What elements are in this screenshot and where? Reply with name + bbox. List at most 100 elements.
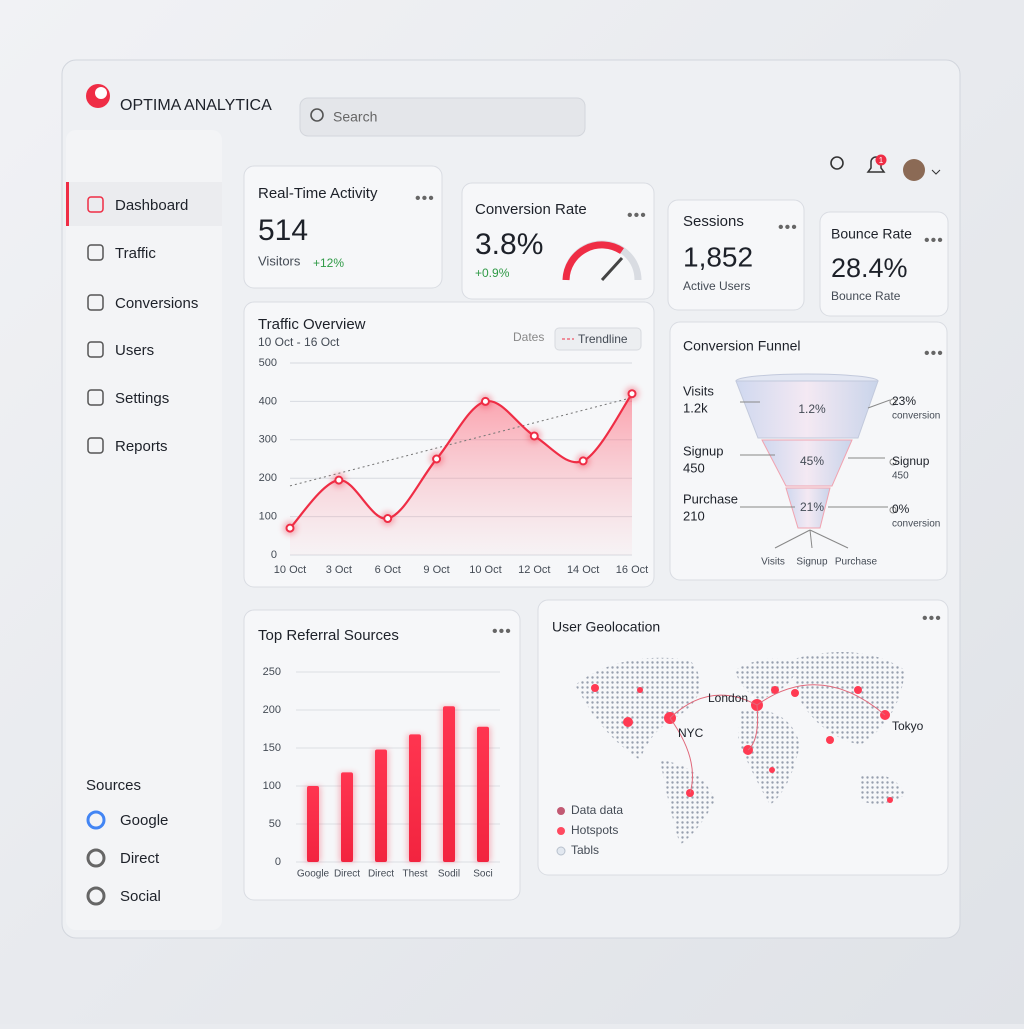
funnel-stage-name: Signup: [683, 443, 723, 458]
source-label[interactable]: Social: [120, 888, 161, 905]
kpi-value: 3.8%: [475, 228, 543, 261]
funnel-stage-value: 210: [683, 508, 705, 523]
search-icon: [310, 108, 324, 122]
x-tick-label: Soci: [473, 869, 492, 880]
x-tick-label: Google: [297, 869, 330, 880]
search-box[interactable]: [299, 97, 586, 137]
city-label: London: [708, 691, 748, 705]
source-icon: [86, 848, 106, 868]
kpi-label: Bounce Rate: [831, 289, 901, 303]
trendline-label: Trendline: [578, 332, 628, 346]
kpi-title: Conversion Rate: [475, 201, 587, 218]
card-menu[interactable]: •••: [924, 345, 944, 362]
card-menu[interactable]: •••: [778, 219, 798, 236]
point: [578, 456, 588, 466]
nav-icon: [87, 437, 104, 454]
y-tick-label: 300: [259, 434, 277, 446]
trendline-toggle[interactable]: [554, 327, 642, 351]
avatar-menu[interactable]: [931, 169, 941, 175]
bar: [341, 772, 353, 862]
nav-item[interactable]: Traffic: [87, 244, 156, 262]
x-tick-label: 10 Oct: [274, 564, 306, 576]
kpi-card: [819, 211, 949, 317]
bar: [409, 734, 421, 862]
x-tick-label: 16 Oct: [616, 564, 648, 576]
card-menu[interactable]: •••: [922, 610, 942, 627]
x-tick-label: Direct: [334, 869, 360, 880]
card-menu[interactable]: •••: [415, 190, 435, 207]
nav-item[interactable]: Conversions: [87, 294, 198, 312]
sources-title: Sources: [86, 777, 141, 794]
legend-swatch: [557, 807, 565, 815]
gauge-fill: [562, 241, 624, 281]
source-label[interactable]: Direct: [120, 850, 160, 867]
kpi-value: 514: [258, 214, 308, 247]
card-menu[interactable]: •••: [924, 232, 944, 249]
nav-active-bar: [66, 182, 69, 226]
search-placeholder: Search: [333, 109, 377, 125]
nav-label: Reports: [115, 438, 168, 455]
kpi-change: +12%: [313, 256, 344, 270]
chart-title: Top Referral Sources: [258, 627, 399, 644]
y-tick-label: 200: [259, 472, 277, 484]
nav-label: Users: [115, 342, 154, 359]
trendline: [289, 397, 633, 487]
source-label[interactable]: Google: [120, 812, 168, 829]
funnel-stage: [735, 380, 879, 439]
chart-title: Traffic Overview: [258, 316, 366, 333]
avatar[interactable]: [903, 159, 925, 181]
point: [432, 454, 442, 464]
x-tick-label: 10 Oct: [469, 564, 501, 576]
chart-subtitle: 10 Oct - 16 Oct: [258, 335, 340, 349]
bar: [443, 706, 455, 862]
nav-item[interactable]: Reports: [87, 437, 168, 455]
kpi-value: 28.4%: [831, 253, 908, 283]
kpi-label: Active Users: [683, 279, 750, 293]
bar: [477, 726, 489, 862]
nav-icon: [87, 389, 104, 406]
funnel-bottom-label: Signup: [796, 557, 828, 568]
legend-label: Data data: [571, 803, 623, 817]
world-map: [575, 652, 905, 845]
logo-mark: [95, 87, 107, 99]
funnel-inner-label: 45%: [800, 454, 824, 468]
funnel-right-label: conversion: [892, 411, 940, 422]
funnel-right-value: Signup: [892, 454, 930, 468]
y-tick-label: 500: [259, 357, 277, 369]
kpi-value: 1,852: [683, 241, 753, 272]
funnel-node: [889, 506, 897, 514]
x-tick-label: Direct: [368, 869, 394, 880]
nav-item[interactable]: Dashboard: [87, 196, 188, 214]
y-tick-label: 0: [275, 856, 281, 868]
nav-icon: [87, 244, 104, 261]
kpi-change: +0.9%: [475, 266, 510, 280]
funnel-right-value: 23%: [892, 394, 916, 408]
x-tick-label: 6 Oct: [375, 564, 401, 576]
y-tick-label: 50: [269, 818, 281, 830]
funnel-stage: [785, 487, 831, 529]
nav-item[interactable]: Settings: [87, 389, 169, 407]
nav-icon: [87, 294, 104, 311]
funnel-right-value: 0%: [892, 502, 910, 516]
y-tick-label: 0: [271, 549, 277, 561]
point: [334, 475, 344, 485]
nav-active-bg: [66, 182, 222, 226]
connections: [669, 684, 886, 794]
card-menu[interactable]: •••: [492, 623, 512, 640]
city-label: Tokyo: [892, 719, 924, 733]
source-icon: [86, 810, 106, 830]
x-tick-label: Thest: [402, 869, 427, 880]
point: [383, 514, 393, 524]
point: [627, 389, 637, 399]
dates-control[interactable]: Dates: [513, 330, 544, 344]
legend-label: Hotspots: [571, 823, 618, 837]
card-menu[interactable]: •••: [627, 207, 647, 224]
search-button[interactable]: [830, 156, 844, 170]
y-tick-label: 250: [263, 666, 281, 678]
nav-icon: [87, 341, 104, 358]
nav-item[interactable]: Users: [87, 341, 154, 359]
funnel-stage-value: 450: [683, 460, 705, 475]
funnel-stage: [761, 439, 853, 487]
x-tick-label: 12 Oct: [518, 564, 550, 576]
kpi-label: Visitors: [258, 253, 301, 268]
